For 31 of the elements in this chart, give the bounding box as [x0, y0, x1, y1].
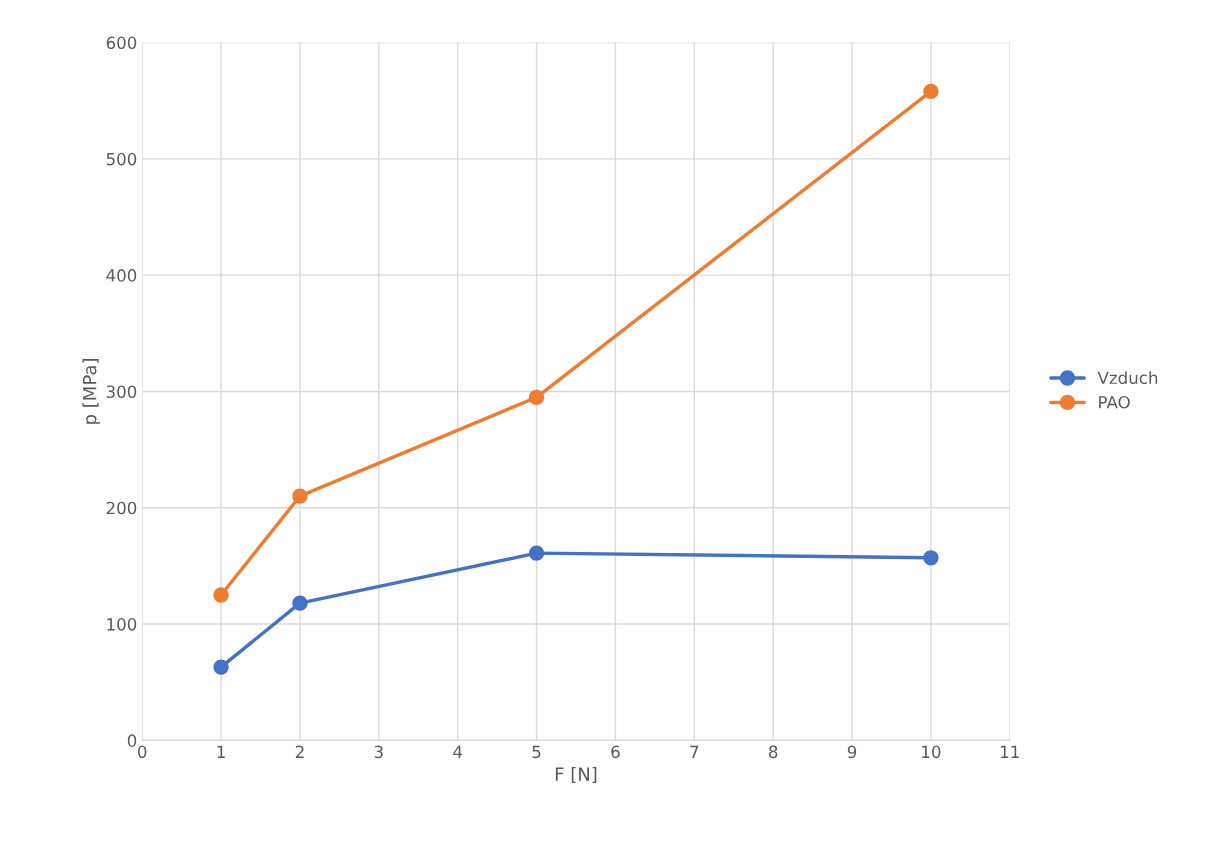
- y-tick-label: 0: [127, 734, 137, 747]
- point: [528, 545, 545, 561]
- y-tick-label: 500: [106, 152, 137, 166]
- legend-label: Vzduch: [1097, 371, 1158, 385]
- x-tick-label: 11: [1001, 745, 1019, 758]
- point: [528, 389, 545, 405]
- x-tick-label: 6: [611, 745, 620, 759]
- x-tick-label: 10: [922, 745, 941, 759]
- x-axis-title: F [N]: [555, 766, 597, 784]
- x-tick-label: 1: [217, 745, 225, 758]
- legend-label: PAO: [1099, 395, 1130, 409]
- x-tick-label: 3: [374, 745, 383, 759]
- point: [923, 83, 939, 100]
- x-tick-label: 5: [532, 745, 541, 759]
- y-tick-label: 100: [107, 618, 137, 631]
- point: [213, 587, 229, 603]
- x-tick-label: 7: [690, 745, 699, 758]
- x-tick-label: 9: [847, 745, 857, 759]
- y-tick-label: 200: [106, 501, 137, 515]
- y-tick-label: 600: [106, 36, 137, 50]
- x-tick-label: 2: [295, 745, 304, 758]
- y-axis-title: p [MPa]: [82, 359, 100, 424]
- point: [292, 595, 308, 611]
- y-tick-label: 300: [106, 385, 137, 399]
- x-tick-label: 4: [453, 745, 463, 758]
- x-tick-label: 8: [769, 745, 778, 759]
- point: [923, 550, 939, 566]
- y-tick-label: 400: [106, 269, 137, 282]
- point: [292, 488, 308, 504]
- x-tick-label: 0: [137, 745, 147, 759]
- point: [213, 659, 229, 675]
